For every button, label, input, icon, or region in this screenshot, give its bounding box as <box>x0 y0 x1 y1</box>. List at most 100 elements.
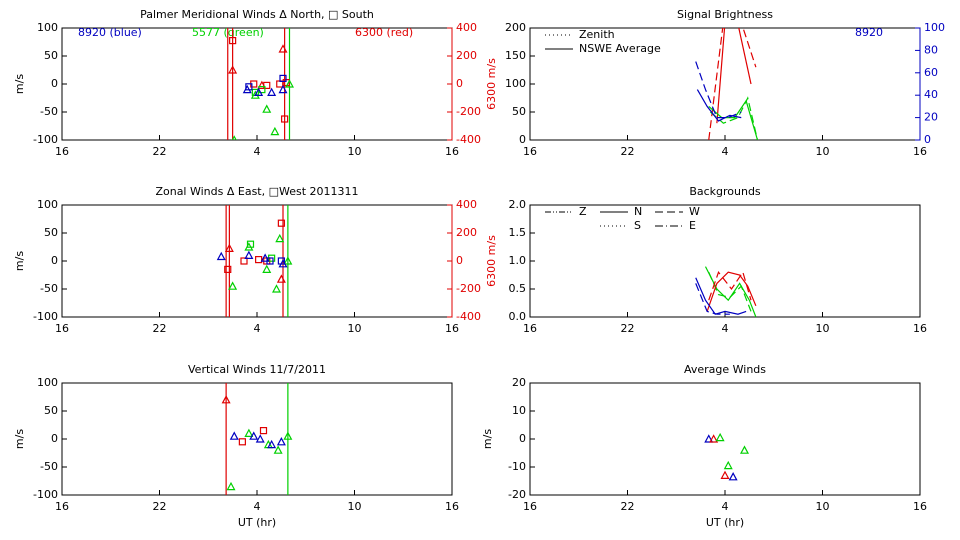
triangle-marker <box>728 472 738 481</box>
y2-axis-label: 6300 m/s <box>485 58 498 110</box>
triangle-marker <box>720 470 730 479</box>
x-tick-label: 16 <box>55 145 69 158</box>
legend-label: N <box>634 205 642 218</box>
x-tick-label: 16 <box>445 322 459 335</box>
series-line <box>695 61 742 119</box>
y-tick-label: 150 <box>505 49 526 62</box>
legend-label: Zenith <box>579 28 615 41</box>
y-tick-label: -10 <box>508 460 526 473</box>
triangle-marker <box>271 284 282 293</box>
y-tick-label: -100 <box>33 488 58 501</box>
triangle-marker <box>229 431 239 440</box>
triangle-marker <box>275 233 285 243</box>
square-marker <box>255 256 263 264</box>
square-marker <box>281 115 289 123</box>
y-tick-label: -50 <box>40 282 58 295</box>
y2-tick-label: 80 <box>924 43 938 56</box>
triangle-marker <box>723 460 733 470</box>
series-line <box>706 271 757 312</box>
x-tick-label: 10 <box>348 500 362 513</box>
legend-label: S <box>634 219 641 232</box>
x-tick-label: 22 <box>153 500 167 513</box>
x-tick-label: 16 <box>523 500 537 513</box>
x-tick-label: 16 <box>523 322 537 335</box>
triangle-marker <box>221 395 231 404</box>
y-tick-label: 0 <box>519 133 526 146</box>
y-tick-label: 50 <box>44 226 58 239</box>
y-tick-label: 100 <box>37 21 58 34</box>
annotation: 8920 <box>855 26 883 39</box>
panel: Palmer Meridional Winds Δ North, □ South… <box>13 8 498 158</box>
triangle-marker <box>739 445 750 454</box>
triangle-marker <box>284 79 295 88</box>
panel-title: Average Winds <box>684 363 766 376</box>
square-marker <box>277 257 285 265</box>
square-marker <box>224 265 232 273</box>
triangle-marker <box>283 256 293 265</box>
y2-tick-label: 0 <box>924 133 931 146</box>
triangle-marker <box>262 104 272 113</box>
series-line <box>696 89 742 122</box>
triangle-marker <box>709 434 719 443</box>
y-tick-label: 50 <box>512 105 526 118</box>
y-tick-label: 200 <box>505 21 526 34</box>
triangle-marker <box>244 250 254 259</box>
legend-label: NSWE Average <box>579 42 661 55</box>
triangle-marker <box>257 80 267 90</box>
plot-frame <box>529 204 921 318</box>
y2-tick-label: -200 <box>456 282 481 295</box>
x-tick-label: 10 <box>816 500 830 513</box>
x-tick-label: 4 <box>254 145 261 158</box>
x-tick-label: 22 <box>621 500 635 513</box>
triangle-marker <box>276 274 286 283</box>
y-tick-label: 20 <box>512 376 526 389</box>
plot-area <box>221 383 293 495</box>
y-tick-label: 100 <box>37 376 58 389</box>
x-tick-label: 4 <box>722 145 729 158</box>
plot-area <box>704 432 750 481</box>
y2-tick-label: 20 <box>924 111 938 124</box>
y-tick-label: 2.0 <box>509 198 527 211</box>
x-tick-label: 16 <box>55 500 69 513</box>
y2-tick-label: -400 <box>456 310 481 323</box>
triangle-marker <box>267 87 277 97</box>
y2-axis-label: 6300 m/s <box>485 235 498 287</box>
square-marker <box>266 257 274 265</box>
y-axis-label: m/s <box>13 251 26 271</box>
series-line <box>716 28 726 124</box>
panel-title: Vertical Winds 11/7/2011 <box>188 363 326 376</box>
x-tick-label: 16 <box>523 145 537 158</box>
x-tick-label: 16 <box>913 322 927 335</box>
y-tick-label: -100 <box>33 310 58 323</box>
y2-tick-label: 40 <box>924 88 938 101</box>
x-tick-label: 22 <box>153 322 167 335</box>
triangle-marker <box>267 439 277 449</box>
y-tick-label: 0.0 <box>509 310 527 323</box>
square-marker <box>277 219 285 227</box>
y-tick-label: 0 <box>51 432 58 445</box>
square-marker <box>259 427 268 435</box>
triangle-marker <box>254 87 264 97</box>
y-tick-label: -100 <box>33 133 58 146</box>
triangle-marker <box>715 432 725 442</box>
y2-tick-label: -400 <box>456 133 481 146</box>
triangle-marker <box>276 437 286 446</box>
y2-tick-label: -200 <box>456 105 481 118</box>
x-tick-label: 4 <box>254 500 261 513</box>
y-tick-label: 0 <box>51 254 58 267</box>
series-line <box>695 277 747 315</box>
square-marker <box>246 240 255 248</box>
y-axis-label: m/s <box>13 74 26 94</box>
y2-tick-label: 200 <box>456 226 477 239</box>
x-tick-label: 16 <box>445 500 459 513</box>
square-marker <box>245 83 253 91</box>
x-tick-label: 4 <box>722 500 729 513</box>
triangle-marker <box>231 135 237 140</box>
y-tick-label: 0 <box>519 432 526 445</box>
series-line <box>708 99 759 140</box>
series-line <box>708 270 752 301</box>
x-axis-label: UT (hr) <box>238 516 276 529</box>
